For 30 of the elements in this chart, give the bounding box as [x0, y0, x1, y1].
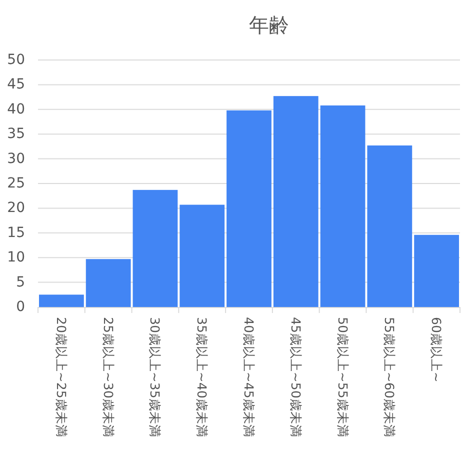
x-tick-label: 50歳以上~55歳未満 — [335, 317, 350, 438]
y-tick-label: 25 — [7, 176, 25, 192]
x-tick-label: 45歳以上~50歳未満 — [288, 317, 304, 438]
bar — [86, 259, 131, 307]
y-tick-label: 5 — [16, 274, 25, 290]
bar — [39, 294, 84, 307]
y-tick-label: 0 — [16, 299, 25, 315]
x-tick-label: 40歳以上~45歳未満 — [242, 317, 256, 438]
y-tick-label: 40 — [7, 101, 25, 118]
bar — [273, 96, 318, 307]
y-tick-label: 15 — [7, 224, 25, 241]
x-tick-label: 60歳以上~ — [429, 317, 444, 382]
x-tick-label: 20歳以上~25歳未満 — [54, 317, 69, 438]
bar — [414, 234, 459, 307]
y-tick-label: 30 — [7, 150, 25, 167]
y-tick-label: 50 — [7, 52, 25, 68]
bar — [132, 190, 178, 307]
bar — [180, 204, 225, 307]
bar — [320, 105, 366, 307]
x-tick-label: 30歳以上~35歳未満 — [148, 317, 163, 438]
x-tick-label: 25歳以上~30歳未満 — [100, 317, 116, 438]
bar — [226, 110, 272, 307]
y-tick-label: 20 — [7, 200, 25, 216]
chart-title: 年齢 — [249, 13, 289, 37]
y-tick-label: 10 — [7, 250, 25, 266]
x-tick-label: 55歳以上~60歳未満 — [382, 317, 398, 438]
y-tick-label: 35 — [7, 126, 25, 142]
x-tick-label: 35歳以上~40歳未満 — [194, 317, 210, 438]
bar — [367, 145, 412, 307]
y-tick-label: 45 — [7, 76, 25, 93]
